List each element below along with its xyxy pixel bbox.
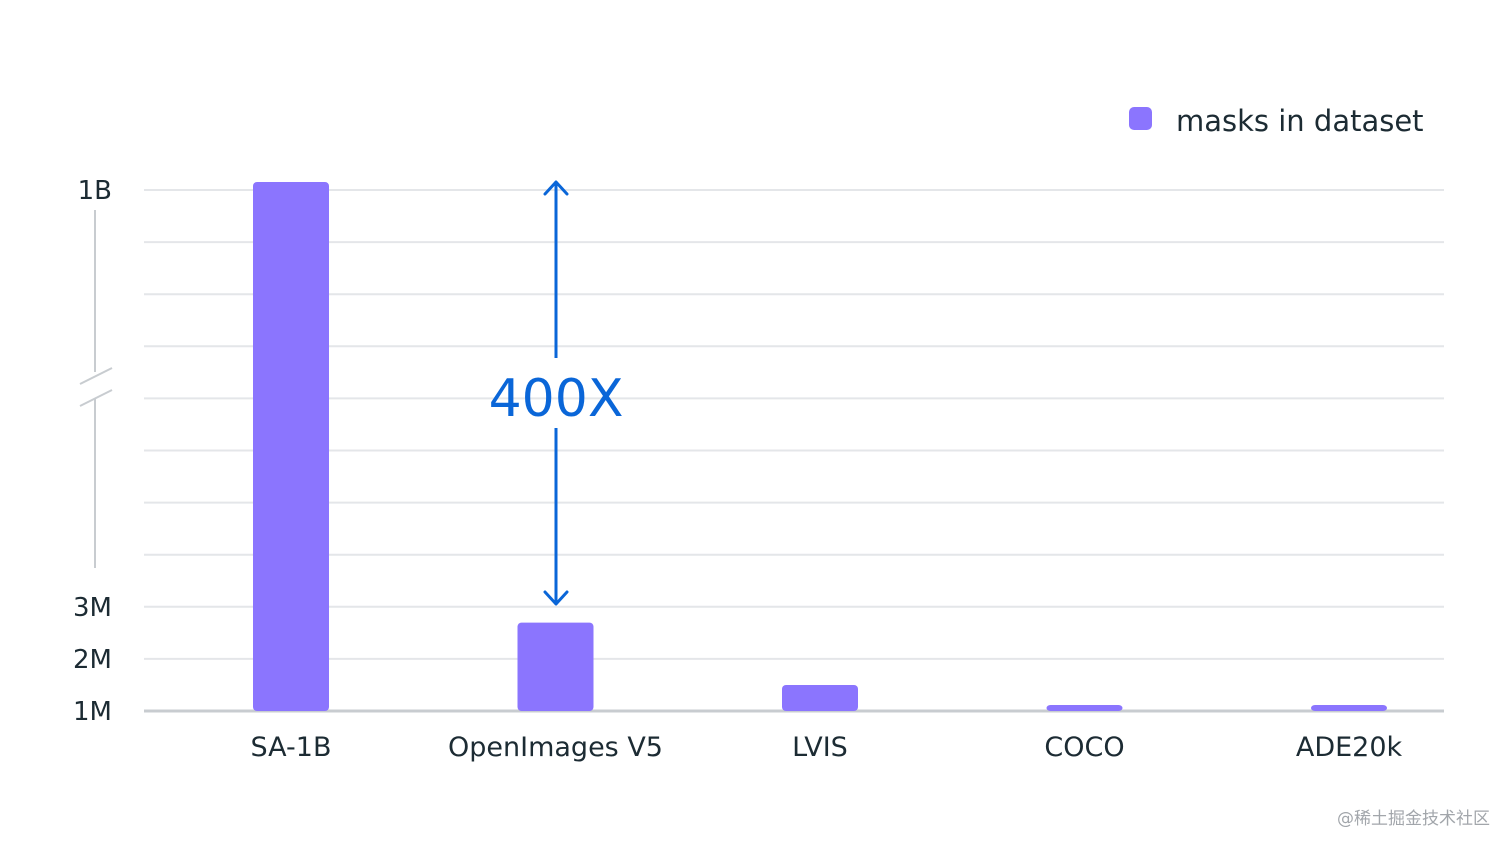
x-tick-label: COCO	[1044, 732, 1124, 763]
grid-lines	[144, 189, 1444, 713]
bar-coco	[1046, 705, 1123, 711]
bars	[253, 182, 1387, 711]
x-tick-label: ADE20k	[1296, 732, 1403, 763]
bar-openimages-v5	[517, 622, 594, 711]
legend: masks in dataset	[1129, 104, 1424, 138]
annotation-arrowhead-down	[543, 590, 569, 606]
axis-break-mark-upper	[79, 367, 113, 385]
bar-ade20k	[1311, 705, 1387, 711]
x-tick-labels: SA-1B OpenImages V5 LVIS COCO ADE20k	[251, 732, 1403, 763]
x-tick-label: OpenImages V5	[448, 732, 663, 763]
axis-break-mark-lower	[79, 389, 113, 407]
y-tick-labels: 1M 2M 3M 1B	[73, 176, 112, 727]
y-tick-label: 3M	[73, 593, 112, 623]
y-tick-label: 1M	[73, 697, 112, 727]
annotation-text: 400X	[489, 369, 624, 429]
y-tick-label: 1B	[78, 176, 112, 206]
legend-label: masks in dataset	[1176, 104, 1424, 138]
bar-sa-1b	[253, 182, 329, 711]
y-axis	[79, 210, 113, 568]
x-tick-label: SA-1B	[251, 732, 332, 763]
annotation-arrowhead-up	[543, 180, 569, 196]
y-tick-label: 2M	[73, 645, 112, 675]
bar-lvis	[782, 685, 858, 711]
watermark: @稀土掘金技术社区	[1337, 809, 1490, 829]
annotation: 400X	[489, 180, 624, 606]
legend-swatch	[1129, 107, 1152, 130]
x-tick-label: LVIS	[792, 732, 848, 763]
